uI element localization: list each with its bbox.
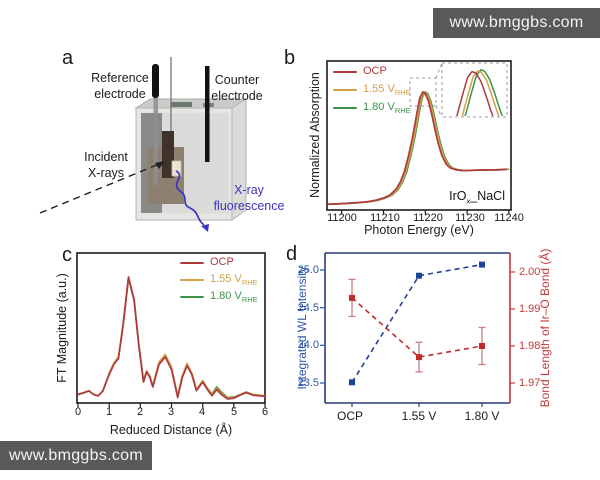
fluorescence-wavy-arrow — [175, 170, 205, 226]
panel-b-legend-155: 1.55 VRHE — [333, 82, 411, 98]
panel-c-xtick-6: 6 — [261, 406, 269, 418]
working-electrode — [162, 131, 174, 178]
panel-d-frame — [320, 252, 515, 407]
legend-line-ocp — [180, 261, 204, 265]
panel-c-x-tickmarks — [77, 403, 266, 408]
label-incident-xrays: Incident X-rays — [84, 150, 128, 181]
panel-b-ylabel: Normalized Absorption — [308, 72, 322, 198]
legend-line-180 — [333, 106, 357, 110]
xas-inset-curve-1.55 V_RHE — [461, 70, 500, 116]
xas-curve-OCP — [327, 91, 507, 206]
zoom-source-box — [409, 77, 437, 107]
panel-c-letter: c — [62, 244, 72, 266]
legend-line-ocp — [333, 70, 357, 74]
label-reference-electrode: Reference electrode — [91, 71, 149, 102]
xas-inset-curve-OCP — [456, 70, 494, 116]
panel-b-xtick-4: 11240 — [494, 212, 524, 224]
panel-c-xtick-4: 4 — [198, 406, 206, 418]
inset-connector-top — [435, 62, 443, 79]
panel-b-curves — [327, 91, 510, 206]
panel-d-right-tick-1: 1.99 — [519, 303, 541, 315]
incident-xray-arrowhead — [155, 161, 165, 169]
panel-c-legend-180: 1.80 VRHE — [180, 289, 258, 305]
panel-d-left-tick-2: 24.0 — [297, 339, 319, 351]
data-marker-right — [416, 354, 422, 361]
panel-c-xlabel: Reduced Distance (Å) — [109, 423, 233, 437]
data-marker-left — [349, 379, 355, 386]
label-xray-fluorescence: X-ray fluorescence — [213, 183, 285, 214]
exafs-curve-OCP — [77, 276, 266, 400]
panel-b-letter: b — [284, 47, 296, 69]
lid-slot — [171, 102, 192, 107]
panel-c-legend-ocp: OCP — [180, 255, 234, 271]
watermark-top-right: www.bmggbs.com — [433, 8, 600, 38]
panel-d-left-tick-1: 24.5 — [297, 302, 319, 314]
watermark-bottom-left: www.bmggbs.com — [0, 441, 152, 470]
panel-d-right-tick-3: 1.97 — [519, 377, 541, 389]
panel-d-left-ylabel: Integrated WL Intensity — [295, 266, 309, 390]
panel-c-xtick-5: 5 — [230, 406, 238, 418]
incident-xray-arrow — [39, 163, 160, 214]
panel-b-xtick-1: 11210 — [370, 212, 400, 224]
data-marker-left — [416, 272, 422, 279]
panel-d-letter: d — [286, 243, 298, 265]
trend-line-right — [351, 297, 483, 358]
panel-b-inset-curves — [456, 69, 503, 116]
reference-electrode-cap — [152, 64, 159, 98]
panel-d-xlabel-155: 1.55 V — [401, 409, 437, 423]
sample-window — [171, 160, 182, 177]
panel-d-right-ylabel: Bond Length of Ir–O Bond (Å) — [538, 248, 552, 408]
panel-c-frame — [76, 252, 266, 408]
label-counter-electrode: Counter electrode — [211, 73, 263, 104]
legend-line-180 — [180, 295, 204, 299]
panel-c-ylabel: FT Magnitude (a.u.) — [55, 273, 69, 383]
panel-c-xtick-0: 0 — [74, 406, 82, 418]
panel-d-right-tick-0: 2.00 — [519, 266, 541, 278]
panel-d-right-tickmarks — [510, 271, 515, 384]
panel-b-xtick-3: 11230 — [455, 212, 485, 224]
data-marker-right — [349, 294, 355, 301]
panel-c-xtick-3: 3 — [167, 406, 175, 418]
panel-d-xlabel-ocp: OCP — [336, 409, 363, 423]
panel-b-xtick-2: 11220 — [413, 212, 443, 224]
panel-d-right-tick-2: 1.98 — [519, 340, 541, 352]
panel-d-left-tickmarks — [320, 269, 325, 384]
sample-label-irox-nacl: IrOx_NaCl — [449, 189, 505, 206]
panel-c-curves — [77, 276, 266, 400]
xas-inset-curve-1.80 V_RHE — [464, 69, 503, 116]
panel-d-xlabel-180: 1.80 V — [464, 409, 500, 423]
panel-c-xtick-2: 2 — [136, 406, 144, 418]
legend-line-155 — [333, 88, 357, 92]
data-marker-left — [479, 261, 485, 268]
panel-c-xtick-1: 1 — [105, 406, 113, 418]
cell-schematic — [39, 57, 248, 232]
panel-a-letter: a — [62, 47, 74, 69]
panel-d-left-tick-0: 25.0 — [297, 264, 319, 276]
panel-b-xlabel: Photon Energy (eV) — [364, 223, 474, 237]
panel-b-x-tickmarks — [341, 210, 510, 215]
panel-b-legend-ocp: OCP — [333, 64, 387, 80]
panel-b-xtick-0: 11200 — [327, 212, 357, 224]
panel-d-x-tickmarks — [351, 403, 483, 407]
legend-line-155 — [180, 278, 204, 282]
panel-c-legend-155: 1.55 VRHE — [180, 272, 258, 288]
panel-b-legend-180: 1.80 VRHE — [333, 100, 411, 116]
inset-connector-bottom — [435, 105, 443, 118]
panel-d-data — [348, 261, 486, 386]
fluorescence-arrowhead — [201, 224, 209, 232]
counter-electrode-rod — [205, 66, 210, 162]
panel-d-left-tick-3: 23.5 — [297, 377, 319, 389]
reference-electrode-body — [153, 98, 158, 185]
inset-box — [441, 62, 508, 118]
data-marker-right — [479, 343, 485, 349]
trend-line-left — [351, 263, 483, 383]
